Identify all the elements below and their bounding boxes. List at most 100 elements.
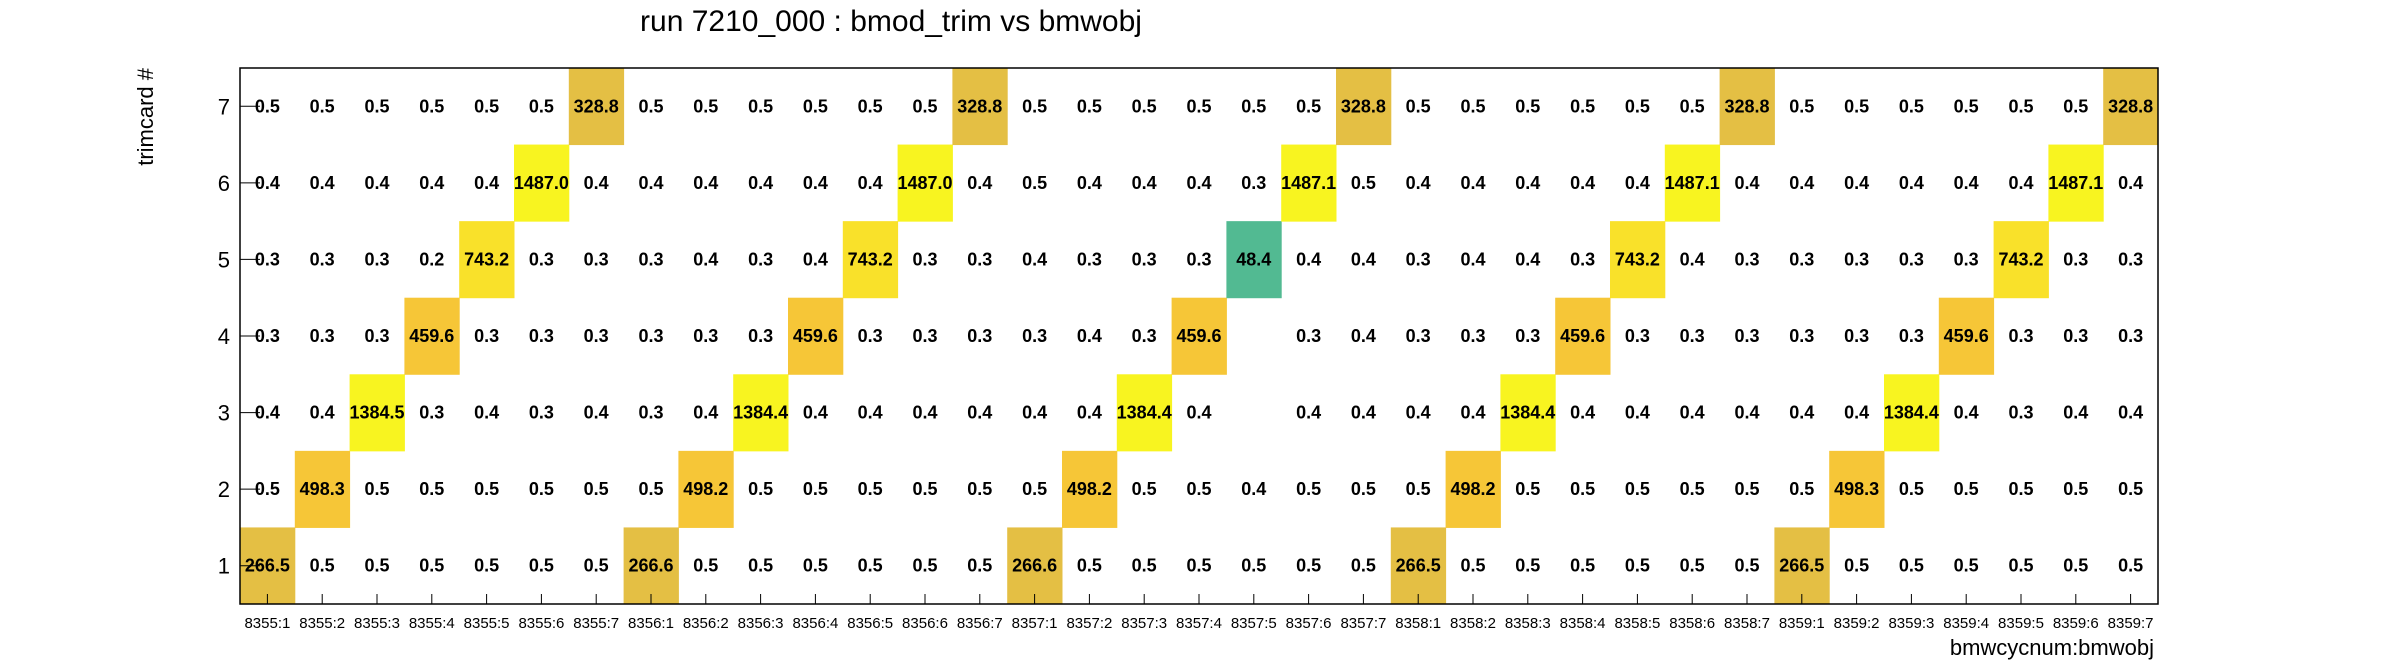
- cell-value-label: 0.4: [1570, 403, 1595, 423]
- cell-value-label: 0.4: [310, 403, 335, 423]
- cell-value-label: 0.5: [364, 96, 389, 116]
- x-tick-label: 8356:4: [792, 615, 838, 632]
- heatmap-cell: [1993, 221, 2049, 299]
- cell-value-label: 0.4: [255, 403, 280, 423]
- cell-value-label: 0.5: [1406, 479, 1431, 499]
- cell-value-label: 0.5: [2118, 556, 2143, 576]
- cell-value-label: 328.8: [574, 96, 619, 116]
- cell-value-label: 0.3: [419, 403, 444, 423]
- cell-value-label: 0.5: [638, 479, 663, 499]
- heatmap-cell: [1664, 144, 1721, 222]
- cell-value-label: 0.4: [967, 173, 992, 193]
- cell-value-label: 0.5: [1351, 479, 1376, 499]
- cell-value-label: 0.4: [474, 403, 499, 423]
- cell-value-label: 0.3: [364, 249, 389, 269]
- cell-value-label: 0.3: [912, 326, 937, 346]
- cell-value-label: 0.3: [2008, 403, 2033, 423]
- cell-value-label: 328.8: [957, 96, 1002, 116]
- x-tick-label: 8357:3: [1121, 615, 1167, 632]
- cell-value-label: 0.5: [1680, 556, 1705, 576]
- cell-value-label: 0.3: [2063, 326, 2088, 346]
- cell-value-label: 0.4: [748, 173, 773, 193]
- cell-value-label: 0.3: [693, 326, 718, 346]
- cell-value-label: 0.5: [1186, 479, 1211, 499]
- cell-value-label: 0.3: [529, 326, 554, 346]
- x-tick-label: 8355:2: [299, 615, 345, 632]
- cell-value-label: 0.4: [1734, 173, 1759, 193]
- heatmap-cell: [1336, 68, 1392, 146]
- cell-value-label: 0.3: [748, 326, 773, 346]
- x-tick-label: 8355:1: [244, 615, 290, 632]
- cell-value-label: 0.3: [1844, 326, 1869, 346]
- cell-value-label: 0.3: [310, 326, 335, 346]
- cell-value-label: 0.3: [1515, 326, 1540, 346]
- cell-value-label: 498.2: [683, 479, 728, 499]
- x-tick-label: 8355:7: [573, 615, 619, 632]
- cell-value-label: 0.5: [255, 479, 280, 499]
- cell-value-label: 0.5: [1460, 556, 1485, 576]
- cell-value-label: 0.5: [1022, 479, 1047, 499]
- heatmap-cell: [459, 221, 515, 299]
- cell-value-label: 1487.1: [2048, 173, 2103, 193]
- cell-value-label: 0.5: [529, 556, 554, 576]
- cell-value-label: 0.4: [1296, 403, 1321, 423]
- heatmap-cell: [1555, 297, 1611, 375]
- cell-value-label: 0.5: [1132, 556, 1157, 576]
- x-tick-label: 8357:4: [1176, 615, 1222, 632]
- cell-value-label: 0.4: [1680, 403, 1705, 423]
- y-tick-label: 6: [218, 171, 230, 196]
- heatmap-cell: [678, 450, 734, 528]
- cell-value-label: 1384.4: [1500, 403, 1555, 423]
- cell-value-label: 0.4: [1460, 173, 1485, 193]
- cell-value-label: 459.6: [1176, 326, 1221, 346]
- cell-value-label: 0.4: [1789, 173, 1814, 193]
- cell-value-label: 0.5: [1570, 96, 1595, 116]
- cell-value-label: 0.3: [1899, 249, 1924, 269]
- heatmap-cell: [1500, 374, 1556, 452]
- cell-value-label: 0.5: [1077, 96, 1102, 116]
- cell-value-label: 0.5: [1789, 479, 1814, 499]
- cell-value-label: 0.5: [474, 96, 499, 116]
- cell-value-label: 743.2: [1998, 249, 2043, 269]
- cell-value-label: 0.5: [584, 479, 609, 499]
- x-tick-label: 8356:1: [628, 615, 674, 632]
- cell-value-label: 0.5: [1570, 556, 1595, 576]
- heatmap-cell: [1774, 527, 1830, 605]
- cell-value-label: 0.5: [912, 96, 937, 116]
- cell-value-label: 0.3: [638, 249, 663, 269]
- cell-value-label: 328.8: [2108, 96, 2153, 116]
- cell-value-label: 0.3: [2063, 249, 2088, 269]
- x-tick-label: 8358:2: [1450, 615, 1496, 632]
- cell-value-label: 0.5: [1186, 556, 1211, 576]
- cell-value-label: 0.5: [1022, 173, 1047, 193]
- cell-value-label: 0.4: [474, 173, 499, 193]
- cell-value-label: 0.4: [584, 173, 609, 193]
- cell-value-label: 0.4: [1351, 403, 1376, 423]
- heatmap-cell: [1445, 450, 1501, 528]
- heatmap-cell: [1062, 450, 1118, 528]
- cell-value-label: 0.4: [1241, 479, 1266, 499]
- x-tick-label: 8357:6: [1286, 615, 1332, 632]
- heatmap-cell: [1829, 450, 1885, 528]
- cell-value-label: 0.5: [1351, 556, 1376, 576]
- cell-value-label: 459.6: [793, 326, 838, 346]
- cell-value-label: 0.3: [1844, 249, 1869, 269]
- heatmap-cell: [2048, 144, 2104, 222]
- cell-value-label: 0.5: [1625, 556, 1650, 576]
- heatmap-cell: [1938, 297, 1995, 375]
- x-axis-label: bmwcycnum:bmwobj: [1950, 635, 2154, 660]
- cell-value-label: 0.4: [1515, 173, 1540, 193]
- cell-value-label: 459.6: [1560, 326, 1605, 346]
- cell-value-label: 0.5: [1515, 479, 1540, 499]
- cell-value-label: 0.5: [748, 479, 773, 499]
- heatmap-cell: [1884, 374, 1940, 452]
- cell-value-label: 0.5: [2063, 96, 2088, 116]
- y-tick-label: 4: [218, 324, 230, 349]
- cell-value-label: 0.4: [1680, 249, 1705, 269]
- cell-value-label: 0.3: [474, 326, 499, 346]
- cell-value-label: 0.3: [255, 249, 280, 269]
- heatmap-cells: [240, 68, 2159, 605]
- cell-value-label: 0.4: [1022, 403, 1047, 423]
- x-tick-label: 8359:7: [2108, 615, 2154, 632]
- cell-value-label: 0.5: [1844, 96, 1869, 116]
